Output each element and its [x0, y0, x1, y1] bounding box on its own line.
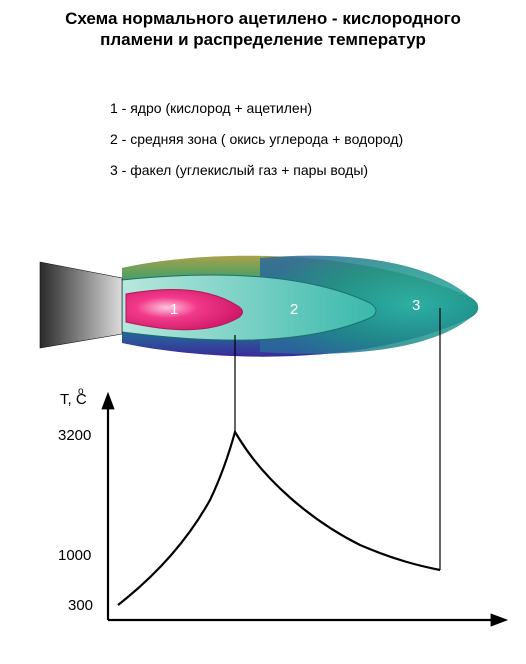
y-axis-degree: o — [78, 386, 84, 397]
diagram-svg: 1 2 3 T, C o 3200 1000 300 — [0, 0, 526, 664]
nozzle — [40, 262, 122, 348]
tick-300: 300 — [68, 597, 93, 614]
tick-3200: 3200 — [58, 427, 91, 444]
zone-label-3: 3 — [412, 297, 420, 314]
tick-1000: 1000 — [58, 547, 91, 564]
zone-label-1: 1 — [170, 301, 178, 318]
temperature-curve — [118, 432, 440, 605]
zone-label-2: 2 — [290, 301, 298, 318]
